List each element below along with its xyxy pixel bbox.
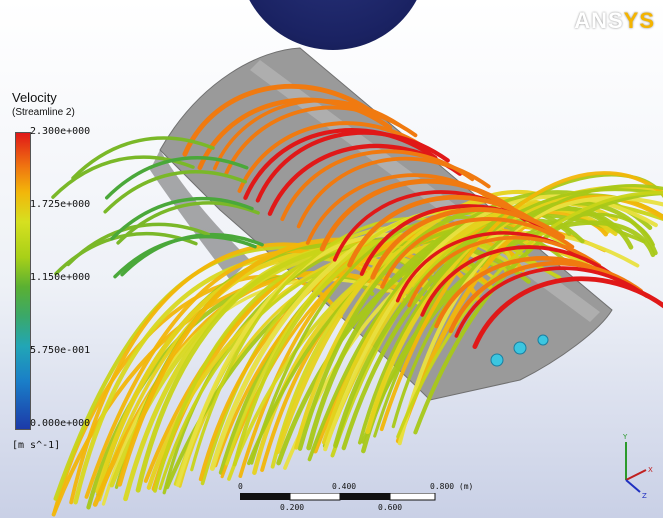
streamline [361, 220, 656, 454]
streamline [223, 105, 418, 178]
legend-unit: [m s^-1] [12, 440, 61, 451]
streamline [110, 196, 254, 241]
streamline [407, 235, 602, 308]
streamline [380, 217, 575, 289]
streamline [397, 196, 663, 446]
streamline [413, 191, 663, 435]
streamline [448, 261, 644, 334]
ansys-logo: ANSYS [574, 8, 655, 33]
streamline [51, 155, 195, 199]
legend-color-bar [15, 132, 31, 430]
streamline [237, 121, 432, 193]
streamline [243, 127, 438, 200]
scale-label: 0.600 [378, 503, 403, 512]
scale-label: 0 [238, 482, 243, 491]
scale-bar-segments [240, 493, 436, 501]
scale-label: 0.800 (m) [430, 482, 474, 491]
streamline [472, 276, 663, 349]
legend-title: Velocity [12, 90, 57, 105]
streamline [113, 234, 257, 279]
legend-tick-label: 0.000e+000 [30, 418, 91, 429]
seed-point [537, 334, 549, 346]
blade-edge-shadow [150, 150, 250, 280]
legend-subtitle: (Streamline 2) [12, 107, 75, 118]
legend-tick-label: 1.725e+000 [30, 199, 91, 210]
axis-triad: Y X Z [622, 433, 653, 500]
streamline [71, 136, 215, 180]
scale-label: 0.400 [332, 482, 357, 491]
streamline [182, 83, 378, 157]
streamline [116, 201, 260, 245]
streamline [84, 249, 405, 499]
streamline [321, 200, 618, 445]
streamline [105, 156, 249, 200]
scale-label: 0.200 [280, 503, 305, 512]
streamline [347, 194, 543, 268]
streamline [396, 191, 663, 439]
axis-y-label: Y [622, 433, 628, 441]
legend-tick-label: 2.300e+000 [30, 126, 91, 137]
scale-bar: 0 0.400 0.800 (m) 0.200 0.600 [238, 482, 473, 512]
axis-x-label: X [648, 466, 653, 474]
streamline [319, 178, 515, 252]
streamline [255, 130, 450, 203]
streamline [296, 156, 491, 229]
axis-z-label: Z [642, 492, 647, 500]
streamline [370, 207, 566, 280]
streamline [212, 98, 407, 171]
streamline [297, 204, 585, 451]
legend-tick-label: 5.750e-001 [30, 345, 91, 356]
streamline [391, 184, 663, 429]
legend-tick-label: 1.150e+000 [30, 272, 91, 283]
seed-point [513, 341, 527, 355]
streamline [323, 194, 658, 452]
streamline [420, 245, 615, 317]
streamline [103, 170, 247, 214]
streamline [454, 266, 649, 338]
streamline [379, 171, 663, 432]
seed-point [490, 353, 504, 367]
streamline [373, 188, 663, 438]
streamline [101, 277, 429, 506]
streamline-group [51, 83, 663, 517]
